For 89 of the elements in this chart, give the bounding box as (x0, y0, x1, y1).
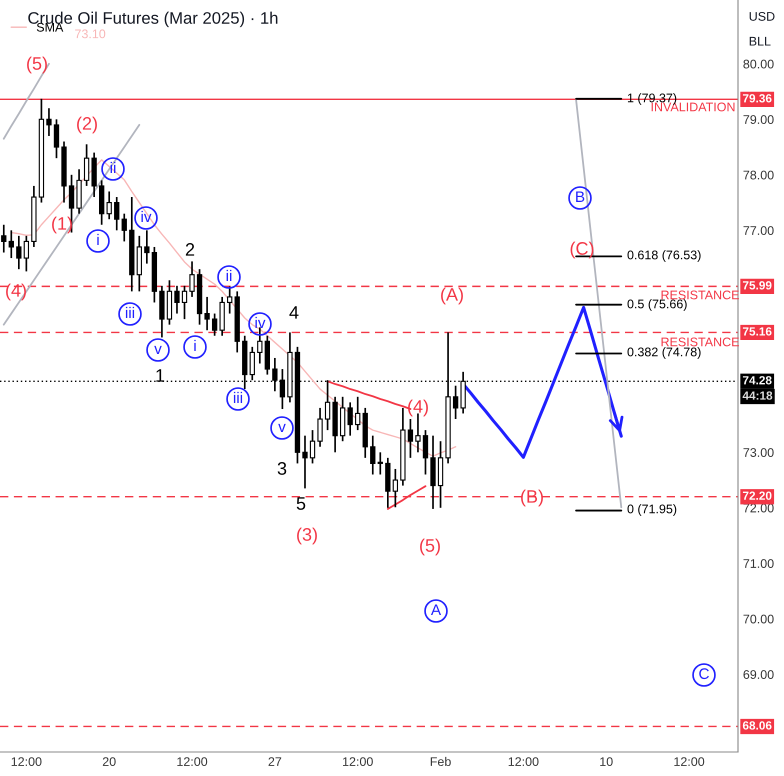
candlestick (16, 235, 22, 270)
annotation: (3) (297, 528, 317, 544)
x-tick-label: 12:00 (508, 757, 539, 766)
ref-line-label: 74.28 (742, 376, 772, 384)
annotation: (A) (441, 288, 463, 304)
annotation: 73.10 (75, 29, 106, 38)
candlestick (204, 296, 210, 332)
legend-label: SMA (36, 22, 64, 32)
text: USD (750, 12, 775, 21)
annotation: ii (226, 270, 232, 281)
candlestick (212, 312, 218, 337)
candlestick (422, 429, 428, 476)
candlestick (106, 190, 112, 220)
x-tick-label: 27 (268, 757, 282, 766)
y-tick-label: 79.00 (744, 115, 774, 124)
annotation: (2) (77, 116, 97, 134)
candlestick (46, 107, 52, 137)
annotation: 0.5 (75.66) (627, 299, 687, 311)
annotation: 4 (289, 306, 298, 319)
annotation: iii (234, 392, 242, 403)
annotation: 1 (156, 369, 164, 382)
y-tick-label: 70.00 (744, 614, 774, 624)
candlestick (8, 229, 14, 259)
y-tick-label: 80.00 (743, 60, 774, 68)
x-tick-label: Feb (430, 756, 451, 766)
candlestick (378, 451, 383, 476)
annotation: (5) (27, 56, 47, 74)
annotation: ii (110, 162, 116, 173)
annotation: (4) (6, 284, 26, 300)
ref-line-label: 72.20 (742, 492, 772, 500)
text: 44:18 (742, 391, 772, 400)
y-tick-label: 78.00 (744, 170, 774, 180)
annotation: 0 (71.95) (627, 504, 676, 516)
annotation: INVALIDATION (652, 102, 734, 112)
candlestick (189, 260, 195, 298)
candlestick (174, 284, 180, 314)
annotation: iv (256, 316, 266, 328)
annotation: (4) (408, 400, 428, 416)
candlestick (182, 284, 188, 320)
annotation: v (278, 424, 286, 432)
annotation: 0.382 (74.78) (627, 347, 701, 359)
annotation: i (194, 340, 196, 351)
candlestick (144, 229, 150, 264)
candlestick (392, 468, 398, 508)
annotation: (C) (570, 242, 594, 258)
annotation: iv (142, 210, 152, 222)
annotation: v (154, 346, 162, 354)
x-tick-label: 12:00 (343, 757, 373, 766)
annotation: A (430, 604, 442, 615)
annotation: 0.618 (76.53) (627, 250, 701, 262)
annotation: 5 (296, 497, 306, 510)
candlestick (250, 346, 255, 381)
annotation: B (576, 191, 584, 202)
annotation: iii (126, 306, 134, 318)
candlestick (227, 286, 232, 314)
candlestick (302, 434, 308, 490)
candlestick (122, 212, 127, 242)
y-tick-label: 71.00 (744, 559, 774, 568)
candlestick (257, 326, 262, 364)
candlestick (310, 429, 316, 464)
y-tick-label: 69.00 (743, 670, 774, 679)
annotation: 3 (278, 462, 286, 475)
candlestick (114, 196, 120, 232)
x-tick-label: 12:00 (12, 757, 42, 766)
candlestick (452, 384, 458, 420)
x-tick-label: 12:00 (674, 757, 704, 766)
annotation: i (97, 234, 99, 245)
x-tick-label: 20 (102, 757, 116, 766)
candlestick (317, 407, 323, 448)
candlestick (24, 235, 30, 272)
y-tick-label: 77.00 (744, 226, 774, 235)
ref-line-label: 75.99 (742, 281, 772, 290)
candlestick (1, 224, 6, 254)
y-tick-label: 73.00 (744, 448, 774, 457)
candlestick (348, 402, 353, 436)
text: BLL (750, 36, 771, 46)
ref-line-label: 79.36 (742, 94, 772, 103)
ref-line-label: 68.06 (742, 721, 772, 730)
x-tick-label: 12:00 (177, 757, 208, 766)
candlestick (408, 418, 414, 459)
annotation: (5) (420, 538, 440, 556)
candlestick (84, 143, 90, 187)
candlestick (370, 434, 376, 476)
ref-line-label: 75.16 (742, 327, 772, 336)
annotation: C (699, 668, 709, 680)
candlestick (355, 396, 360, 431)
candlestick (54, 118, 60, 160)
x-tick-label: 10 (600, 757, 613, 766)
annotation: 2 (186, 243, 194, 256)
